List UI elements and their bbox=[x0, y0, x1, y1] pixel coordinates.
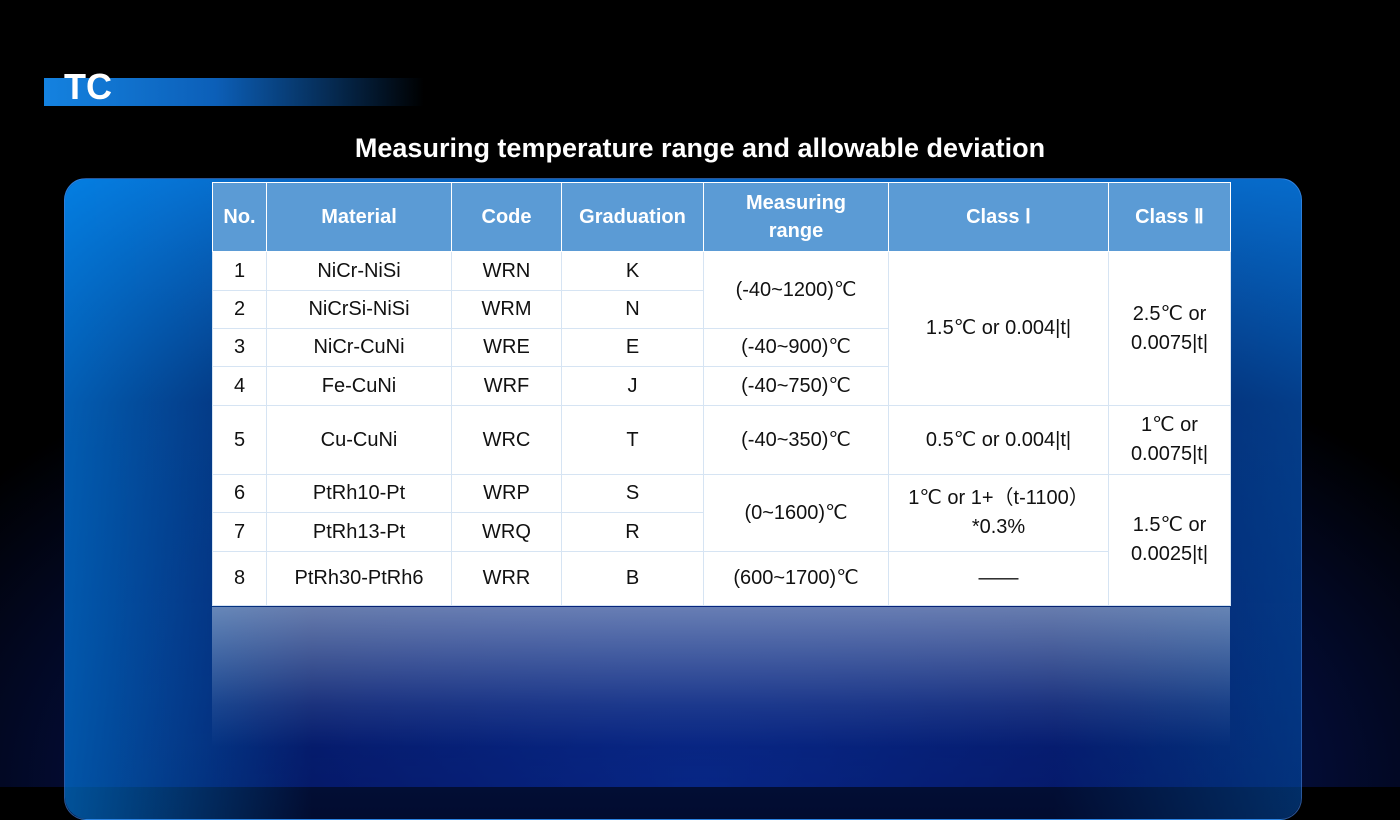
header-cell: Material bbox=[266, 182, 452, 252]
cell: PtRh30-PtRh6 bbox=[266, 551, 452, 606]
cell: E bbox=[561, 328, 704, 367]
header-cell: Graduation bbox=[561, 182, 704, 252]
header-cell: Class Ⅱ bbox=[1108, 182, 1231, 252]
cell: S bbox=[561, 474, 704, 513]
cell: T bbox=[561, 405, 704, 475]
row: 5 Cu-CuNi WRC T (-40~350)℃ 0.5℃ or 0.004|t| 1℃… bbox=[212, 405, 1231, 475]
row: 6 PtRh10-Pt WRP S (0~1600)℃ 1℃ or 1+（t-1100）*… bbox=[212, 474, 1231, 606]
header-cell: Measuring range bbox=[703, 182, 889, 252]
cell: —— bbox=[888, 551, 1109, 606]
cell: WRN bbox=[451, 251, 562, 291]
cell: NiCr-CuNi bbox=[266, 328, 452, 367]
tag: TC bbox=[64, 66, 112, 107]
cell: 8 bbox=[212, 551, 267, 606]
cell: WRP bbox=[451, 474, 562, 513]
header-cell: No. bbox=[212, 182, 267, 252]
tag-bar bbox=[44, 78, 424, 106]
cell: WRE bbox=[451, 328, 562, 367]
cell: PtRh13-Pt bbox=[266, 512, 452, 552]
cell: B bbox=[561, 551, 704, 606]
cell: PtRh10-Pt bbox=[266, 474, 452, 513]
cell: Fe-CuNi bbox=[266, 366, 452, 406]
cell: 7 bbox=[212, 512, 267, 552]
cell: Cu-CuNi bbox=[266, 405, 452, 475]
reflection bbox=[212, 607, 1230, 747]
cell: 6 bbox=[212, 474, 267, 513]
title: Measuring temperature range and allowabl… bbox=[354, 133, 1046, 163]
row: 2 NiCrSi-NiSi WRM N bbox=[212, 290, 1231, 329]
cell: (600~1700)℃ bbox=[703, 551, 889, 606]
cell: 1 bbox=[212, 251, 267, 291]
header-row: No. Material Code Graduation Measuring r… bbox=[212, 182, 1231, 252]
header-cell: Class Ⅰ bbox=[888, 182, 1109, 252]
row: 1 NiCr-NiSi WRN K (-40~1200)℃ 1.5℃ or 0.004|t… bbox=[212, 251, 1231, 406]
table: No. Material Code Graduation Measuring r… bbox=[212, 182, 1231, 606]
cell: 2.5℃ or 0.0075|t| bbox=[1108, 251, 1231, 406]
cell: 1℃ or 1+（t-1100）*0.3% bbox=[888, 474, 1109, 552]
cell: J bbox=[561, 366, 704, 406]
row: 8 PtRh30-PtRh6 WRR B (600~1700)℃ —— bbox=[212, 551, 1231, 606]
cell: (-40~750)℃ bbox=[703, 366, 889, 406]
cell: 1.5℃ or 0.0025|t| bbox=[1108, 474, 1231, 606]
cell: 5 bbox=[212, 405, 267, 475]
cell: 3 bbox=[212, 328, 267, 367]
cell: 0.5℃ or 0.004|t| bbox=[888, 405, 1109, 475]
cell: NiCr-NiSi bbox=[266, 251, 452, 291]
cell: WRF bbox=[451, 366, 562, 406]
cell: K bbox=[561, 251, 704, 291]
header-cell: Code bbox=[451, 182, 562, 252]
cell: (-40~900)℃ bbox=[703, 328, 889, 367]
cell: WRQ bbox=[451, 512, 562, 552]
cell: R bbox=[561, 512, 704, 552]
cell: 1℃ or 0.0075|t| bbox=[1108, 405, 1231, 475]
cell: WRM bbox=[451, 290, 562, 329]
cell: (-40~350)℃ bbox=[703, 405, 889, 475]
cell: 4 bbox=[212, 366, 267, 406]
cell: NiCrSi-NiSi bbox=[266, 290, 452, 329]
cell: N bbox=[561, 290, 704, 329]
cell: 2 bbox=[212, 290, 267, 329]
row: 3 NiCr-CuNi WRE E (-40~900)℃ bbox=[212, 328, 1231, 367]
cell: WRC bbox=[451, 405, 562, 475]
cell: WRR bbox=[451, 551, 562, 606]
cell: (0~1600)℃ bbox=[703, 474, 889, 552]
cell: (-40~1200)℃ bbox=[703, 251, 889, 329]
cell: 1.5℃ or 0.004|t| bbox=[888, 251, 1109, 406]
